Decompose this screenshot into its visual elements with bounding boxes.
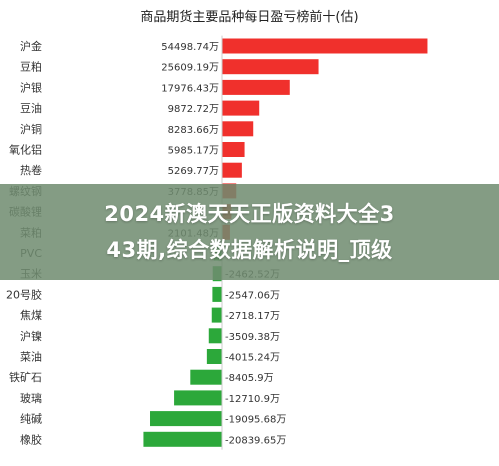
banner-title-line-1: 2024新澳天天正版资料大全3 [104, 202, 395, 226]
profit-bar [222, 59, 319, 75]
category-label: 橡胶 [20, 432, 42, 446]
loss-bar [211, 307, 222, 323]
loss-bar [212, 286, 222, 302]
category-label: 沪银 [20, 80, 42, 94]
value-label: -3509.38万 [225, 332, 280, 343]
loss-bar [150, 411, 222, 427]
profit-bar [222, 121, 254, 137]
value-label: 8283.66万 [168, 125, 219, 136]
value-label: 17976.43万 [161, 83, 219, 94]
value-label: 54498.74万 [161, 42, 219, 53]
banner-title-line-2: 43期,综合数据解析说明_顶级 [106, 238, 393, 262]
category-label: 菜油 [20, 350, 42, 364]
profit-bar [222, 162, 242, 178]
overlay-banner: 2024新澳天天正版资料大全3 43期,综合数据解析说明_顶级 [0, 184, 499, 280]
category-label: 玻璃 [20, 391, 42, 405]
category-label: 20号胶 [6, 287, 42, 301]
value-label: -4015.24万 [225, 353, 280, 364]
category-label: 豆粕 [20, 60, 42, 74]
value-label: -12710.9万 [225, 394, 280, 405]
loss-bar [206, 349, 222, 364]
category-label: 豆油 [20, 101, 42, 115]
value-label: -19095.68万 [225, 415, 286, 426]
chart-title: 商品期货主要品种每日盈亏榜前十(估) [140, 10, 359, 25]
value-label: -8405.9万 [225, 373, 274, 384]
value-label: 25609.19万 [161, 63, 219, 74]
value-label: -2718.17万 [225, 311, 280, 322]
category-label: 沪镍 [20, 329, 42, 343]
category-label: 沪铜 [20, 122, 42, 136]
category-label: 纯碱 [20, 413, 42, 426]
value-label: 5985.17万 [168, 146, 219, 157]
value-label: -2547.06万 [225, 290, 280, 301]
category-label: 焦煤 [20, 309, 42, 322]
loss-bar [174, 390, 222, 406]
value-label: -20839.65万 [225, 435, 286, 446]
loss-bar [208, 328, 222, 344]
profit-bar [222, 100, 260, 116]
category-label: 热卷 [20, 163, 42, 177]
category-label: 铁矿石 [9, 371, 42, 384]
category-label: 沪金 [20, 39, 42, 53]
value-label: 9872.72万 [168, 104, 219, 115]
value-label: 5269.77万 [168, 166, 219, 177]
loss-bar [190, 369, 222, 385]
profit-bar [222, 79, 290, 95]
loss-bar [143, 431, 222, 447]
profit-bar [222, 38, 428, 54]
profit-bar [222, 142, 245, 157]
category-label: 氧化铝 [9, 143, 42, 157]
